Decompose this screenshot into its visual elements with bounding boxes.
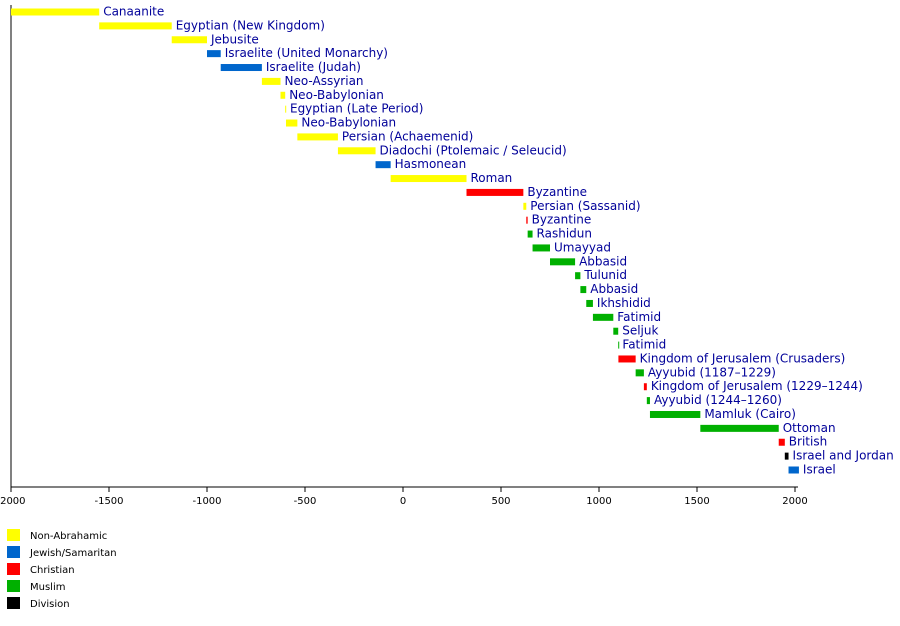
bar-label: Israel — [803, 463, 836, 477]
bar-label: Seljuk — [622, 324, 658, 338]
timeline-bar — [285, 105, 287, 113]
legend-swatch — [7, 529, 20, 541]
timeline-bar — [575, 272, 581, 280]
legend-swatch — [7, 597, 20, 609]
timeline-bar — [11, 8, 100, 16]
bar-label: Abbasid — [590, 282, 638, 296]
timeline-bar — [171, 36, 207, 44]
x-tick-label: 2000 — [782, 496, 807, 507]
timeline-bar — [207, 50, 221, 58]
bar-label: Egyptian (New Kingdom) — [176, 18, 325, 32]
bar-label: Canaanite — [103, 5, 164, 19]
bar-label: Fatimid — [622, 338, 666, 352]
timeline-bar — [285, 119, 298, 127]
x-tick-label: 0 — [400, 496, 406, 507]
bar-label: Roman — [471, 171, 513, 185]
legend-swatch — [7, 563, 20, 575]
legend-label: Muslim — [30, 582, 65, 593]
bar-label: Persian (Sassanid) — [530, 199, 640, 213]
timeline-bar — [297, 133, 338, 141]
timeline-bar — [261, 77, 281, 85]
bar-label: Neo-Assyrian — [285, 74, 364, 88]
timeline-bar — [532, 244, 550, 252]
timeline-bar — [375, 161, 391, 169]
bar-label: Umayyad — [554, 240, 611, 254]
bar-label: Diadochi (Ptolemaic / Seleucid) — [380, 143, 567, 157]
bar-label: Israelite (United Monarchy) — [225, 46, 388, 60]
x-tick-label: 1000 — [586, 496, 611, 507]
bar-label: Rashidun — [537, 227, 592, 241]
timeline-bar — [466, 188, 524, 196]
timeline-bar — [337, 147, 376, 155]
bar-label: Persian (Achaemenid) — [342, 129, 473, 143]
timeline-bar — [550, 258, 576, 266]
timeline-bar — [635, 369, 644, 377]
bar-label: Byzantine — [532, 213, 592, 227]
bar-label: British — [789, 435, 827, 449]
timeline-bar — [280, 91, 286, 99]
bar-label: Abbasid — [579, 254, 627, 268]
legend-label: Division — [30, 599, 70, 610]
bar-label: Ayyubid (1187–1229) — [648, 365, 776, 379]
bar-label: Fatimid — [617, 310, 661, 324]
timeline-bar — [618, 355, 636, 363]
timeline-bar — [700, 424, 779, 432]
legend-label: Non-Abrahamic — [30, 531, 107, 542]
timeline-bar — [613, 327, 619, 335]
timeline-bar — [778, 438, 785, 446]
bar-label: Neo-Babylonian — [301, 116, 396, 130]
bar-label: Kingdom of Jerusalem (1229–1244) — [651, 379, 863, 393]
bar-label: Ottoman — [783, 421, 836, 435]
x-tick-label: -1000 — [192, 496, 221, 507]
legend-label: Christian — [30, 565, 75, 576]
bar-label: Kingdom of Jerusalem (Crusaders) — [640, 351, 846, 365]
bar-label: Byzantine — [527, 185, 587, 199]
timeline-bar — [390, 175, 467, 183]
legend-swatch — [7, 546, 20, 558]
timeline-bar — [586, 299, 593, 307]
timeline-bar — [527, 230, 533, 238]
timeline-bar — [649, 410, 701, 418]
timeline-bar — [618, 341, 620, 349]
legend-label: Jewish/Samaritan — [29, 548, 117, 559]
x-tick-label: 500 — [491, 496, 510, 507]
bar-label: Israelite (Judah) — [266, 60, 361, 74]
timeline-bar — [523, 202, 527, 210]
timeline-bar — [646, 397, 650, 405]
bar-label: Jebusite — [210, 32, 259, 46]
x-tick-label: 1500 — [684, 496, 709, 507]
timeline-bar — [788, 466, 799, 474]
timeline-bar — [99, 22, 172, 30]
bar-label: Ayyubid (1244–1260) — [654, 393, 782, 407]
bar-label: Egyptian (Late Period) — [290, 102, 423, 116]
timeline-bar — [580, 286, 587, 294]
x-tick-label: -500 — [294, 496, 317, 507]
bar-label: Ikhshidid — [597, 296, 651, 310]
bar-label: Tulunid — [583, 268, 627, 282]
bar-label: Hasmonean — [395, 157, 467, 171]
bar-label: Israel and Jordan — [793, 449, 894, 463]
x-tick-label: -2000 — [0, 496, 26, 507]
timeline-bar — [784, 452, 789, 460]
bar-label: Mamluk (Cairo) — [704, 407, 796, 421]
timeline-bar — [592, 313, 614, 321]
timeline-bar — [643, 383, 647, 391]
x-tick-label: -1500 — [94, 496, 123, 507]
legend-swatch — [7, 580, 20, 592]
timeline-bar — [526, 216, 528, 224]
bar-label: Neo-Babylonian — [289, 88, 384, 102]
timeline-bar — [220, 64, 262, 72]
